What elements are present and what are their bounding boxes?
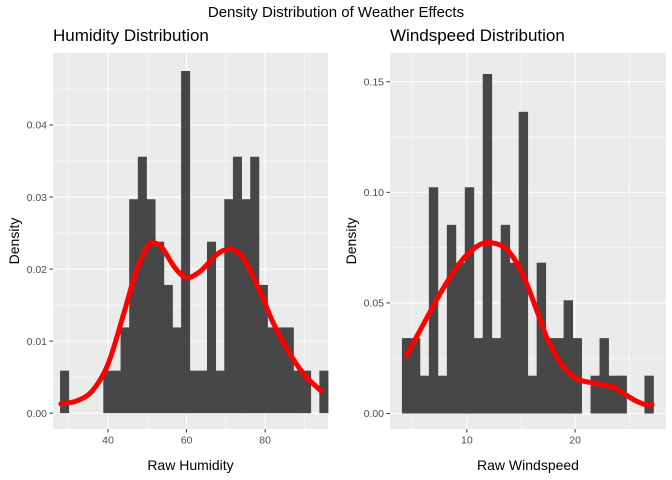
windspeed-histogram-bar — [554, 338, 565, 414]
humidity-histogram-bar — [276, 327, 286, 414]
humidity-x-tick-label: 60 — [181, 435, 193, 447]
humidity-histogram-bar — [215, 370, 225, 414]
humidity-density-curve — [58, 240, 325, 407]
humidity-x-tick-label: 40 — [102, 435, 114, 447]
windspeed-y-axis-label: Density — [343, 218, 359, 265]
windspeed-x-tick-label: 10 — [461, 435, 473, 447]
figure-title: Density Distribution of Weather Effects — [208, 4, 464, 21]
humidity-histogram-bar — [241, 199, 251, 414]
humidity-histogram-bar — [232, 156, 242, 414]
windspeed-panel: Windspeed Distribution 0.00 0.05 0.10 0.15 1… — [343, 26, 666, 473]
humidity-histogram-bar — [258, 284, 268, 414]
humidity-histogram-bar — [137, 156, 147, 414]
windspeed-histogram-bar — [563, 300, 573, 414]
windspeed-y-tick-label: 0.00 — [364, 408, 385, 420]
windspeed-histogram-bar — [491, 338, 502, 414]
windspeed-axis-ticks: 0.00 0.05 0.10 0.15 10 20 — [364, 76, 582, 446]
humidity-y-tick-label: 0.00 — [27, 408, 48, 420]
humidity-histogram-bar — [60, 370, 70, 414]
windspeed-histogram-bar — [509, 262, 520, 414]
humidity-x-axis-label: Raw Humidity — [147, 457, 233, 473]
windspeed-histogram-bar — [644, 375, 654, 414]
windspeed-histogram-bar — [590, 375, 600, 414]
windspeed-y-tick-label: 0.15 — [364, 76, 385, 88]
humidity-histogram-bar — [284, 327, 294, 414]
humidity-histogram-bar — [172, 327, 182, 414]
humidity-x-tick-label: 80 — [259, 435, 271, 447]
windspeed-histogram-bar — [527, 375, 538, 414]
humidity-histogram-bar — [293, 370, 303, 414]
humidity-y-tick-label: 0.01 — [27, 336, 48, 348]
humidity-panel: Humidity Distribution 0.000.010.020.030.… — [6, 26, 329, 473]
windspeed-histogram-bar — [599, 338, 609, 414]
humidity-histogram-bar — [198, 370, 208, 414]
humidity-y-axis-label: Density — [6, 218, 22, 265]
windspeed-histogram-bar — [536, 262, 547, 414]
humidity-histogram-bar — [302, 370, 312, 414]
humidity-histogram-bar — [120, 327, 130, 414]
windspeed-histogram-bar — [437, 375, 448, 414]
humidity-histogram-bar — [111, 370, 121, 414]
windspeed-panel-title: Windspeed Distribution — [390, 26, 565, 45]
windspeed-histogram-bar — [401, 338, 412, 414]
humidity-histogram-bar — [224, 199, 234, 414]
windspeed-histogram-bar — [545, 338, 556, 414]
humidity-axis-ticks: 0.00 0.01 0.02 0.03 0.04 40 60 80 — [27, 120, 272, 447]
windspeed-histogram-bar — [464, 187, 475, 414]
windspeed-x-axis-label: Raw Windspeed — [477, 457, 579, 473]
humidity-y-tick-label: 0.02 — [27, 264, 48, 276]
windspeed-y-tick-label: 0.10 — [364, 187, 385, 199]
windspeed-histogram-bar — [500, 224, 511, 414]
humidity-histogram-bar — [181, 71, 191, 414]
windspeed-x-tick-label: 20 — [569, 435, 581, 447]
humidity-histogram-bar — [189, 370, 199, 414]
humidity-histogram-bar — [103, 370, 113, 414]
windspeed-histogram-bar — [572, 338, 582, 414]
humidity-y-tick-label: 0.04 — [27, 120, 48, 132]
windspeed-histogram-bar — [518, 111, 529, 414]
humidity-histogram-bar — [155, 241, 165, 414]
humidity-panel-title: Humidity Distribution — [53, 26, 209, 45]
humidity-histogram-bar — [267, 327, 277, 414]
humidity-histogram-bar — [207, 241, 217, 414]
windspeed-histogram-bar — [446, 224, 457, 414]
windspeed-histogram-bar — [473, 338, 484, 414]
windspeed-histogram-bar — [455, 262, 466, 414]
windspeed-density-curve — [403, 240, 655, 408]
windspeed-histogram-bar — [608, 375, 618, 414]
humidity-histogram-bar — [163, 284, 173, 414]
humidity-y-tick-label: 0.03 — [27, 192, 48, 204]
windspeed-histogram-bar — [419, 375, 430, 414]
windspeed-histogram-bar — [410, 338, 421, 414]
humidity-histogram-bar — [146, 199, 156, 414]
windspeed-y-tick-label: 0.05 — [364, 298, 385, 310]
humidity-histogram-bar — [129, 199, 139, 414]
